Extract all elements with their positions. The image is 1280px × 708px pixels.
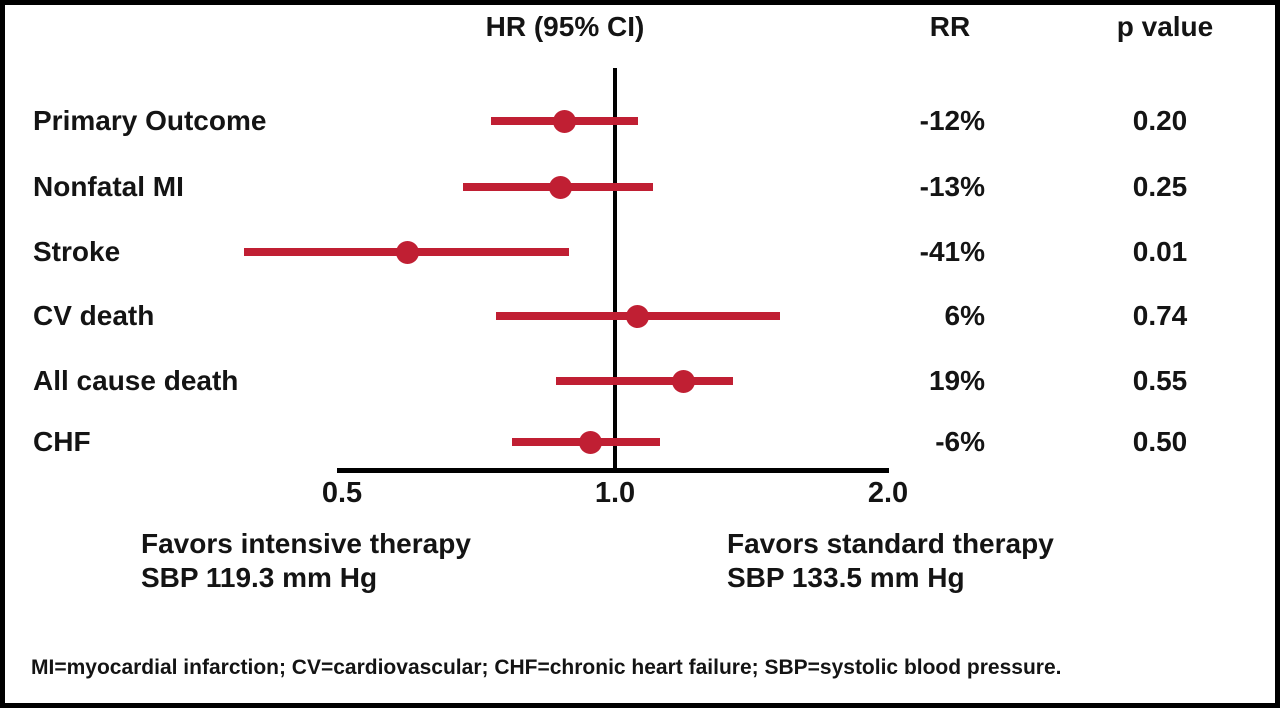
- hazard-ratio-point: [553, 109, 577, 133]
- rr-value: 19%: [928, 365, 985, 396]
- row-label: CHF: [33, 426, 91, 457]
- row-label: Stroke: [33, 236, 121, 267]
- row-label: Nonfatal MI: [33, 171, 184, 202]
- favors-intensive-annotation: Favors intensive therapy SBP 119.3 mm Hg: [141, 527, 471, 595]
- p-value-column-header: p value: [1116, 11, 1214, 42]
- favors-standard-label: Favors standard therapy: [727, 528, 1054, 559]
- reference-line-hr-1: [613, 68, 617, 470]
- hazard-ratio-point: [672, 369, 695, 393]
- p-value: 0.50: [1132, 426, 1188, 457]
- row-label: CV death: [33, 300, 155, 331]
- row-label: Primary Outcome: [33, 105, 267, 136]
- rr-value: -12%: [919, 105, 985, 136]
- hazard-ratio-point: [395, 240, 419, 264]
- x-axis: [337, 468, 889, 473]
- rr-value: -41%: [919, 236, 985, 267]
- rr-value: -13%: [919, 171, 985, 202]
- intensive-sbp-value: SBP 119.3 mm Hg: [141, 562, 378, 593]
- rr-column-header: RR: [929, 11, 971, 42]
- x-tick-label: 1.0: [594, 477, 636, 509]
- effect-column-header: HR (95% CI): [485, 11, 645, 42]
- p-value: 0.20: [1132, 105, 1188, 136]
- abbreviations-footnote: MI=myocardial infarction; CV=cardiovascu…: [31, 656, 1062, 679]
- rr-value: -6%: [935, 426, 985, 457]
- hazard-ratio-point: [626, 304, 650, 328]
- x-tick-label: 2.0: [867, 477, 909, 509]
- favors-standard-annotation: Favors standard therapy SBP 133.5 mm Hg: [727, 527, 1054, 595]
- hazard-ratio-point: [579, 430, 603, 454]
- rr-value: 6%: [944, 300, 985, 331]
- p-value: 0.74: [1132, 300, 1188, 331]
- p-value: 0.55: [1132, 365, 1188, 396]
- p-value: 0.01: [1132, 236, 1188, 267]
- favors-intensive-label: Favors intensive therapy: [141, 528, 471, 559]
- confidence-interval-bar: [555, 377, 734, 385]
- row-label: All cause death: [33, 365, 239, 396]
- hazard-ratio-point: [548, 175, 572, 199]
- x-tick-label: 0.5: [321, 477, 363, 509]
- p-value: 0.25: [1132, 171, 1188, 202]
- standard-sbp-value: SBP 133.5 mm Hg: [727, 562, 965, 593]
